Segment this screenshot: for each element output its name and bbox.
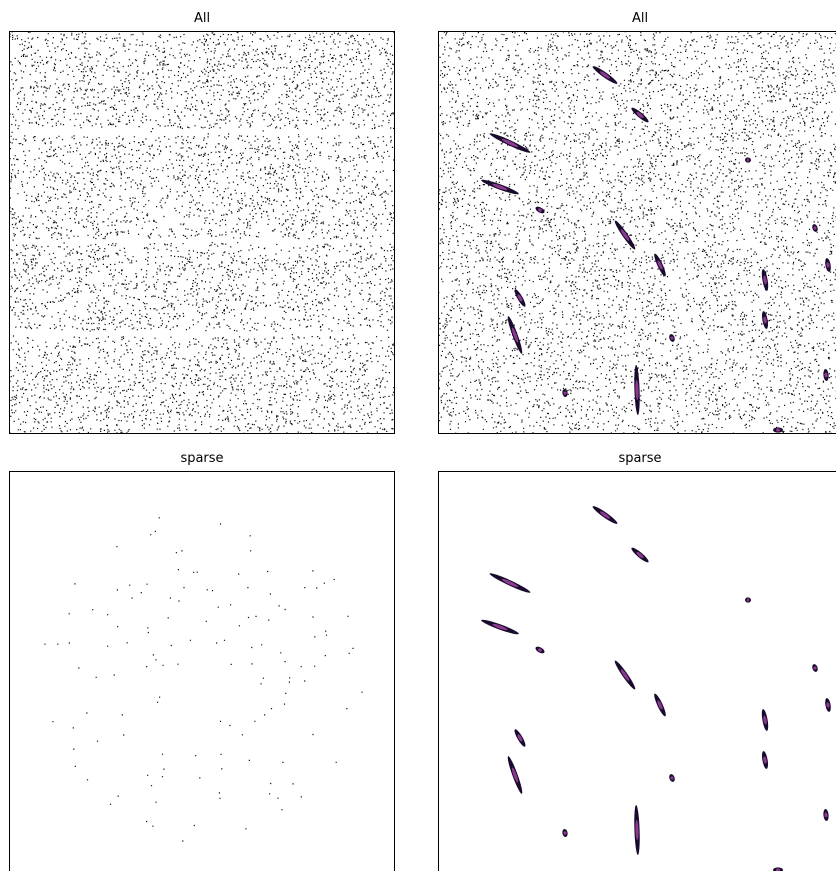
figure: All All sparse sparse [0, 0, 836, 871]
streak-core [501, 578, 519, 589]
panel-title: sparse [618, 451, 661, 466]
panel-frame [10, 32, 395, 434]
panel-frame [10, 472, 395, 871]
noise-dots [44, 517, 362, 841]
streak-core [620, 228, 631, 241]
panels [9, 31, 836, 871]
noise-dots [9, 31, 396, 435]
streak-core [501, 138, 519, 149]
panel-title: All [194, 11, 210, 26]
panel-title: sparse [180, 451, 223, 466]
page: {"panels": [{"title": "All"}, {"title": … [0, 0, 836, 871]
panel-title: All [632, 11, 648, 26]
streak-core [776, 428, 780, 431]
streak-core [620, 668, 631, 681]
